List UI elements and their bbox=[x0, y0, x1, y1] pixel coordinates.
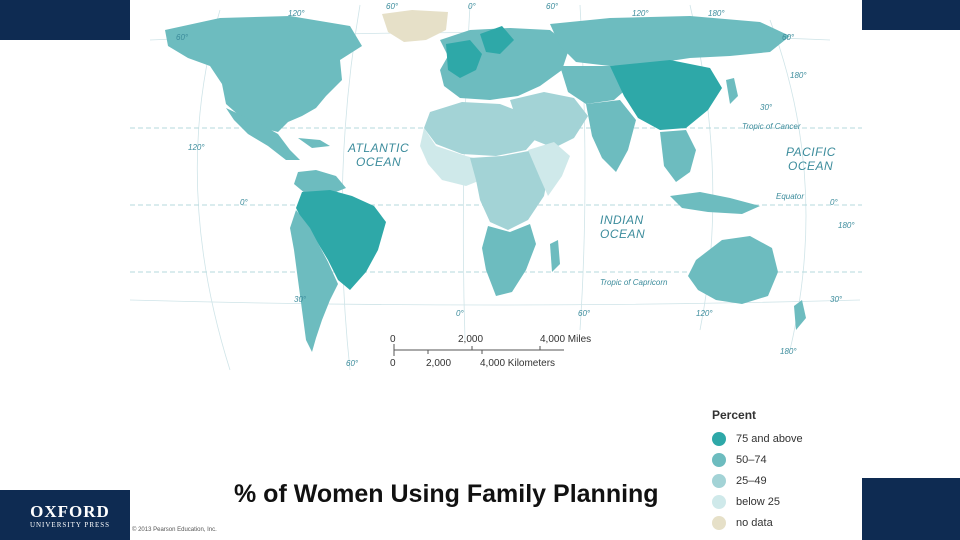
lat-label-text: 60° bbox=[346, 359, 359, 368]
legend-swatch bbox=[712, 494, 726, 509]
bottom-left-band bbox=[0, 490, 130, 540]
slide-caption: % of Women Using Family Planning bbox=[234, 480, 659, 508]
legend-label: 75 and above bbox=[736, 432, 803, 445]
new-zealand bbox=[794, 300, 806, 330]
indian-label-1: INDIAN bbox=[600, 213, 644, 227]
copyright-note: © 2013 Pearson Education, Inc. bbox=[132, 527, 217, 533]
japan bbox=[726, 78, 738, 104]
scale-km-1: 2,000 bbox=[426, 358, 451, 369]
equator-label: Equator bbox=[776, 192, 804, 201]
western-europe bbox=[446, 40, 482, 78]
lon-label: 180° bbox=[708, 9, 725, 18]
lon-label: 180° bbox=[838, 221, 855, 230]
north-america bbox=[165, 16, 362, 132]
legend-swatch bbox=[712, 452, 726, 467]
madagascar bbox=[550, 240, 560, 272]
world-map: ATLANTIC OCEAN PACIFIC OCEAN INDIAN OCEA… bbox=[130, 2, 862, 371]
scale-km-0: 0 bbox=[390, 358, 396, 369]
lat-label-text: 0° bbox=[830, 198, 838, 207]
top-right-band bbox=[860, 0, 960, 30]
legend-title: Percent bbox=[712, 408, 757, 422]
south-america-north bbox=[294, 170, 346, 196]
indian-label-2: OCEAN bbox=[600, 227, 645, 241]
lon-label: 120° bbox=[632, 9, 649, 18]
legend-swatch bbox=[712, 515, 726, 530]
lat-label-text: 30° bbox=[830, 295, 843, 304]
legend-swatch bbox=[712, 473, 726, 488]
lon-label: 120° bbox=[188, 143, 205, 152]
lon-label: 120° bbox=[288, 9, 305, 18]
lat-label-text: 60° bbox=[782, 33, 795, 42]
lat-label-text: 60° bbox=[176, 33, 189, 42]
top-left-band bbox=[0, 0, 130, 40]
west-africa bbox=[420, 128, 490, 186]
legend-item: no data bbox=[712, 512, 852, 533]
tropic-cancer-label: Tropic of Cancer bbox=[742, 122, 801, 131]
lon-label: 120° bbox=[696, 309, 713, 318]
south-asia bbox=[586, 100, 636, 172]
pacific-label-2: OCEAN bbox=[788, 159, 833, 173]
lon-label: 60° bbox=[578, 309, 591, 318]
greenland bbox=[382, 10, 448, 42]
lon-label: 180° bbox=[780, 347, 797, 356]
scandinavia bbox=[480, 26, 514, 54]
legend-label: below 25 bbox=[736, 495, 781, 508]
lon-label: 0° bbox=[468, 2, 476, 11]
bottom-right-band bbox=[860, 478, 960, 540]
legend-label: 50–74 bbox=[736, 453, 767, 466]
brazil bbox=[296, 190, 386, 290]
scale-mi-1: 2,000 bbox=[458, 334, 483, 345]
pacific-label-1: PACIFIC bbox=[786, 145, 836, 159]
atlantic-label-2: OCEAN bbox=[356, 155, 401, 169]
central-africa bbox=[470, 150, 550, 230]
scale-bar: 0 2,000 4,000 Miles 0 2,000 4,000 Kilome… bbox=[390, 334, 591, 369]
south-america-south bbox=[290, 210, 338, 352]
scale-mi-0: 0 bbox=[390, 334, 396, 345]
legend-label: 25–49 bbox=[736, 474, 767, 487]
lat-label-text: 30° bbox=[294, 295, 307, 304]
southern-africa bbox=[482, 224, 536, 296]
atlantic-label-1: ATLANTIC bbox=[347, 141, 409, 155]
tropic-capricorn-label: Tropic of Capricorn bbox=[600, 278, 668, 287]
east-africa bbox=[528, 142, 570, 196]
legend-item: 50–74 bbox=[712, 449, 852, 470]
lon-label: 60° bbox=[386, 2, 399, 11]
legend-item: 75 and above bbox=[712, 428, 852, 449]
southeast-asia bbox=[660, 130, 696, 182]
scale-km-2: 4,000 Kilometers bbox=[480, 358, 555, 369]
legend: Percent 75 and above 50–74 25–49 below 2… bbox=[712, 408, 852, 533]
australia bbox=[688, 236, 778, 304]
central-asia bbox=[560, 66, 630, 104]
scale-mi-2: 4,000 Miles bbox=[540, 334, 591, 345]
china bbox=[610, 60, 722, 130]
oxford-logo: OXFORD UNIVERSITY PRESS bbox=[18, 503, 122, 530]
lon-label: 60° bbox=[546, 2, 559, 11]
logo-line2: UNIVERSITY PRESS bbox=[29, 521, 111, 529]
lon-label: 0° bbox=[456, 309, 464, 318]
caribbean bbox=[298, 138, 330, 148]
lon-label: 180° bbox=[790, 71, 807, 80]
lat-label-text: 30° bbox=[760, 103, 773, 112]
legend-item: below 25 bbox=[712, 491, 852, 512]
north-africa bbox=[424, 102, 540, 156]
indonesia bbox=[670, 192, 760, 214]
legend-item: 25–49 bbox=[712, 470, 852, 491]
mexico bbox=[226, 108, 300, 160]
legend-swatch bbox=[712, 431, 726, 446]
russia bbox=[550, 16, 790, 66]
lat-label-text: 0° bbox=[240, 198, 248, 207]
legend-label: no data bbox=[736, 516, 773, 529]
logo-line1: OXFORD bbox=[30, 502, 110, 521]
